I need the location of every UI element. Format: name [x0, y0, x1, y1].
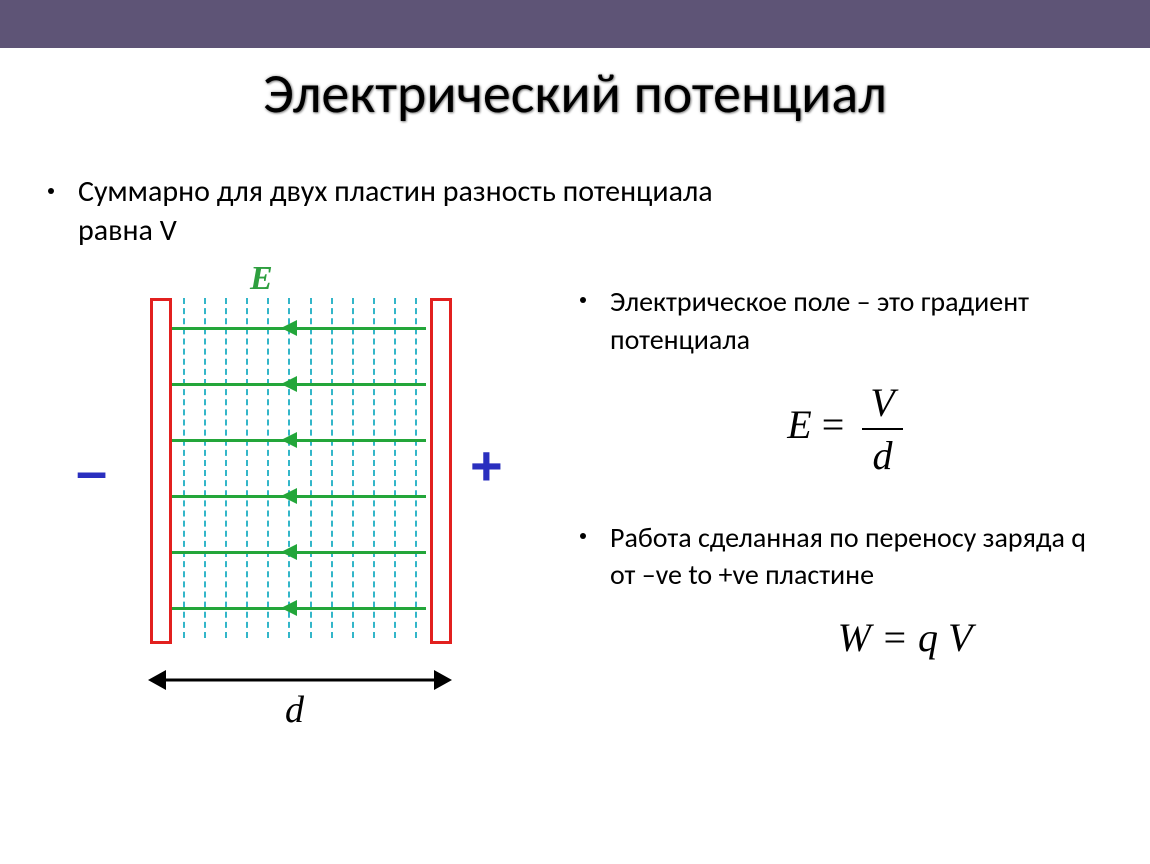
- fraction: Vd: [862, 379, 902, 479]
- fraction-denominator: d: [862, 430, 902, 479]
- equipotential-line: [415, 298, 417, 638]
- slide-body: Электрический потенциал Суммарно для дву…: [0, 48, 1150, 864]
- subtitle-text: Суммарно для двух пластин разность потен…: [78, 173, 713, 249]
- right-content: Электрическое поле – это градиент потенц…: [580, 283, 1110, 661]
- bullet-field-gradient: Электрическое поле – это градиент потенц…: [580, 283, 1110, 359]
- equipotential-line: [267, 298, 269, 638]
- top-band: [0, 0, 1150, 48]
- equipotential-line: [310, 298, 312, 638]
- arrow-left-icon: [281, 320, 297, 336]
- arrow-left-icon: [281, 488, 297, 504]
- equipotential-line: [331, 298, 333, 638]
- e-field-label: E: [250, 260, 273, 298]
- capacitor-diagram: E – + d: [80, 288, 510, 788]
- equipotential-line: [373, 298, 375, 638]
- equipotential-line: [204, 298, 206, 638]
- bullet-text: Электрическое поле – это градиент потенц…: [610, 284, 1029, 357]
- bullet-icon: [48, 188, 54, 194]
- plate-positive: [430, 298, 452, 644]
- formula-e-equals-v-over-d: E = Vd: [580, 379, 1110, 479]
- equipotential-line: [394, 298, 396, 638]
- subtitle: Суммарно для двух пластин разность потен…: [78, 172, 718, 250]
- arrow-shaft: [160, 679, 440, 682]
- distance-label: d: [285, 688, 304, 732]
- minus-sign-icon: –: [76, 443, 107, 499]
- equipotential-line: [183, 298, 185, 638]
- arrow-left-icon: [281, 600, 297, 616]
- plus-sign-icon: +: [470, 438, 503, 494]
- bullet-icon: [580, 297, 586, 303]
- arrow-left-icon: [281, 432, 297, 448]
- formula-w-equals-qv: W = q V: [580, 614, 1110, 661]
- formula-lhs: E: [787, 402, 811, 447]
- equipotential-line: [225, 298, 227, 638]
- plate-negative: [150, 298, 172, 644]
- formula-eq: =: [812, 402, 855, 447]
- page-title: Электрический потенциал: [0, 60, 1150, 128]
- bullet-text: Работа сделанная по переносу заряда q от…: [610, 520, 1086, 593]
- fraction-numerator: V: [862, 379, 902, 430]
- arrow-left-icon: [281, 544, 297, 560]
- field-area: [172, 298, 426, 638]
- equipotential-line: [352, 298, 354, 638]
- equipotential-line: [288, 298, 290, 638]
- bullet-work-done: Работа сделанная по переносу заряда q от…: [580, 519, 1110, 595]
- arrow-left-icon: [281, 376, 297, 392]
- equipotential-line: [246, 298, 248, 638]
- bullet-icon: [580, 533, 586, 539]
- arrow-right-icon: [434, 670, 452, 690]
